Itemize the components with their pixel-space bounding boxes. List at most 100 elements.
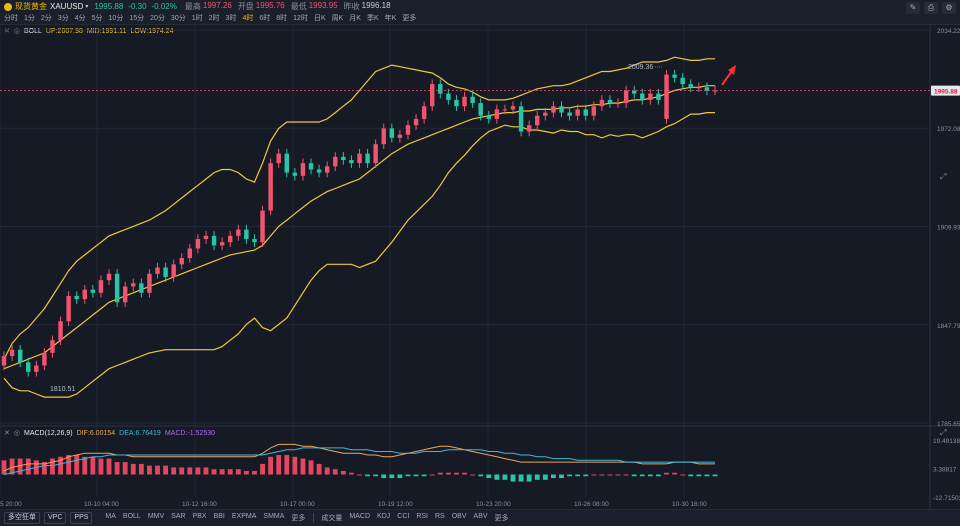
sub-indicator-7[interactable]: ABV [473,513,488,520]
boll-up-line [3,56,715,360]
settings-icon[interactable]: ⚙ [942,2,956,14]
timeframe-19[interactable]: 月K [349,14,361,22]
main-indicator-8[interactable]: 更多 [291,515,306,522]
bottom-button-0[interactable]: 多空狂单 [4,512,40,524]
timeframe-16[interactable]: 12时 [293,14,308,22]
sub-indicator-0[interactable]: 成交量 [321,515,343,522]
time-axis-label: 10-30 16:00 [672,501,707,508]
sub-indicator-1[interactable]: MACD [349,513,371,520]
sub-indicator-5[interactable]: RS [435,513,445,520]
candle [518,106,524,132]
main-indicator-3[interactable]: SAR [171,513,186,520]
bottom-button-2[interactable]: PPS [70,512,93,524]
candle [429,84,435,107]
sub-indicator-8[interactable]: 更多 [494,515,509,522]
timeframe-11[interactable]: 2时 [208,14,220,22]
candle [615,103,621,105]
timeframe-18[interactable]: 周K [331,14,344,22]
candle [688,84,693,88]
instrument-symbol[interactable]: XAUUSD [50,2,84,11]
candle [333,156,338,167]
candle [543,112,548,116]
timeframe-9[interactable]: 30分 [170,14,186,22]
timeframe-20[interactable]: 季K [366,14,379,22]
macd-bar [106,458,112,475]
macd-bar [9,458,15,475]
timeframe-8[interactable]: 20分 [150,14,165,22]
candle [559,106,564,113]
high-annotation: 2009.36 [628,64,653,71]
macd-bar [147,465,152,475]
main-indicator-1[interactable]: BOLL [122,513,141,520]
timeframe-14[interactable]: 6时 [259,14,271,22]
candle [648,93,653,100]
macd-bar [130,463,136,475]
timeframe-7[interactable]: 15分 [129,14,145,22]
timeframe-1[interactable]: 1分 [24,14,35,22]
candle [131,283,136,287]
macd-bar [292,456,298,475]
candle [349,159,354,164]
main-indicator-7[interactable]: SMMA [263,513,285,520]
macd-bar [163,465,169,475]
close-icon[interactable]: ✕ [4,430,10,437]
timeframe-3[interactable]: 3分 [57,14,69,22]
timeframe-22[interactable]: 更多 [402,14,417,22]
main-indicator-6[interactable]: EXPMA [231,513,257,520]
timeframe-2[interactable]: 2分 [40,14,52,22]
price-change: -0.30 [128,2,147,11]
timeframe-10[interactable]: 1时 [191,14,203,22]
close-icon[interactable]: ✕ [4,28,10,35]
timeframe-4[interactable]: 4分 [74,14,86,22]
macd-bar [187,467,193,475]
macd-bar [647,474,653,477]
timeframe-17[interactable]: 日K [313,14,326,22]
stat-value: 1996.18 [361,1,391,10]
time-axis-label: 5 20:00 [0,501,22,508]
timeframe-5[interactable]: 5分 [91,14,103,22]
instrument-title[interactable]: 现货黄金 [15,2,47,11]
timeframe-15[interactable]: 8时 [276,14,288,22]
macd-bar [615,474,621,476]
timeframe-0[interactable]: 分时 [4,14,18,22]
macd-bar [389,474,395,479]
main-indicator-0[interactable]: MA [105,513,116,520]
timeframe-12[interactable]: 3时 [225,14,237,22]
settings-icon[interactable]: ◎ [13,430,20,437]
sub-indicator-4[interactable]: RSI [416,513,428,520]
price-chart[interactable]: 2009.36 1810.51 2034.22 1972.08 1909.93 1847… [0,0,960,509]
macd-bar [171,467,177,475]
macd-bar [227,469,233,475]
last-price: 1995.88 [94,2,124,11]
screenshot-icon[interactable]: ⎙ [924,2,938,14]
candle [50,340,55,353]
chevron-down-icon[interactable]: ▾ [85,4,89,10]
draw-tool-icon[interactable]: ✎ [906,2,920,14]
main-indicator-4[interactable]: PBX [192,513,207,520]
macd-bar [58,456,63,475]
main-indicator-2[interactable]: MMV [147,513,165,520]
timeframe-13[interactable]: 4时 [242,14,254,22]
candle [502,109,508,111]
macd-bar [179,467,185,475]
sub-indicator-2[interactable]: KDJ [377,513,391,520]
macd-bar [138,463,144,475]
sub-indicator-3[interactable]: CCI [397,513,410,520]
window-controls: ✎ ⎙ ⚙ [902,2,956,14]
bottom-button-1[interactable]: VPC [44,512,67,524]
macd-bar [50,458,55,475]
current-price-label: 1995.88 [934,89,958,96]
divider [313,513,315,523]
candle [413,118,419,126]
main-indicator-5[interactable]: BBI [213,513,225,520]
macd-bar [276,455,282,475]
timeframe-21[interactable]: 年K [384,14,397,22]
macd-bar [340,470,346,475]
candle [672,74,677,78]
settings-icon[interactable]: ◎ [13,28,20,35]
stat-label: 最高 [184,2,201,11]
macd-bar [631,474,637,477]
sub-indicator-6[interactable]: OBV [451,513,467,520]
timeframe-6[interactable]: 10分 [108,14,124,22]
macd-bar [74,455,80,475]
